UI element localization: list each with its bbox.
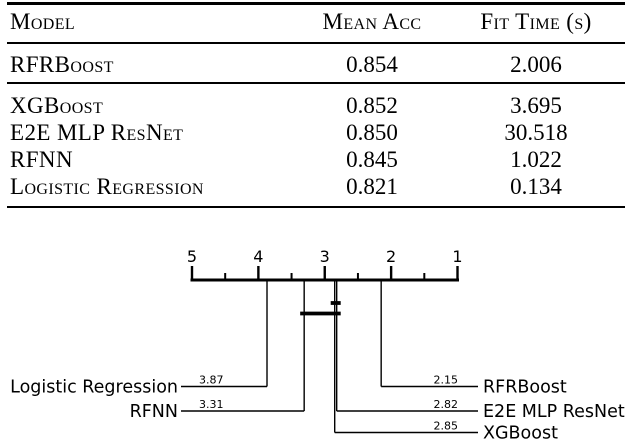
table-cell-model: XGBoost <box>10 93 104 118</box>
table-row: RFNN 0.845 1.022 <box>0 146 632 173</box>
table-row: Logistic Regression 0.821 0.134 <box>0 173 632 200</box>
table-cell-mean-acc: 0.852 <box>346 93 398 118</box>
table-rule-bottom <box>7 205 625 209</box>
column-header-mean-acc: Mean Acc <box>322 9 422 34</box>
table-rule-header <box>7 42 625 44</box>
table-row: E2E MLP ResNet 0.850 30.518 <box>0 119 632 146</box>
column-header-model: Model <box>10 9 76 34</box>
cd-tick-label: 4 <box>253 247 263 266</box>
cd-tick-label: 5 <box>187 247 197 266</box>
table-row: XGBoost 0.852 3.695 <box>0 92 632 119</box>
cd-rank-value: 2.82 <box>434 398 459 411</box>
table-cell-mean-acc: 0.854 <box>346 52 398 77</box>
table-cell-mean-acc: 0.821 <box>346 174 398 199</box>
table-rule-top <box>7 2 625 5</box>
cd-method-label: Logistic Regression <box>10 378 178 398</box>
cd-rank-value: 3.31 <box>199 398 224 411</box>
table-cell-model: RFRBoost <box>10 52 114 77</box>
table-rule-midsection <box>7 82 625 84</box>
cd-tick-label: 2 <box>386 247 396 266</box>
cd-method-label: RFRBoost <box>483 378 567 398</box>
table-cell-fit-time: 30.518 <box>504 120 568 145</box>
table-cell-fit-time: 2.006 <box>510 52 562 77</box>
table-header-row: Model Mean Acc Fit Time (s) <box>0 8 632 35</box>
table-row: RFRBoost 0.854 2.006 <box>0 51 632 78</box>
table-cell-model: E2E MLP ResNet <box>10 120 184 145</box>
cd-tick-label: 1 <box>452 247 462 266</box>
table-cell-model: Logistic Regression <box>10 174 204 199</box>
cd-method-label: XGBoost <box>483 424 558 440</box>
column-header-fit-time: Fit Time (s) <box>480 9 592 34</box>
cd-rank-value: 2.85 <box>434 420 459 433</box>
cd-method-label: E2E MLP ResNet <box>483 402 625 422</box>
table-cell-mean-acc: 0.850 <box>346 120 398 145</box>
table-cell-model: RFNN <box>10 147 73 172</box>
table-cell-fit-time: 1.022 <box>510 147 562 172</box>
cd-rank-value: 3.87 <box>199 374 224 387</box>
cd-method-label: RFNN <box>130 402 178 422</box>
table-cell-fit-time: 0.134 <box>510 174 562 199</box>
table-cell-fit-time: 3.695 <box>510 93 562 118</box>
cd-rank-value: 2.15 <box>434 374 459 387</box>
table-cell-mean-acc: 0.845 <box>346 147 398 172</box>
cd-tick-label: 3 <box>320 247 330 266</box>
